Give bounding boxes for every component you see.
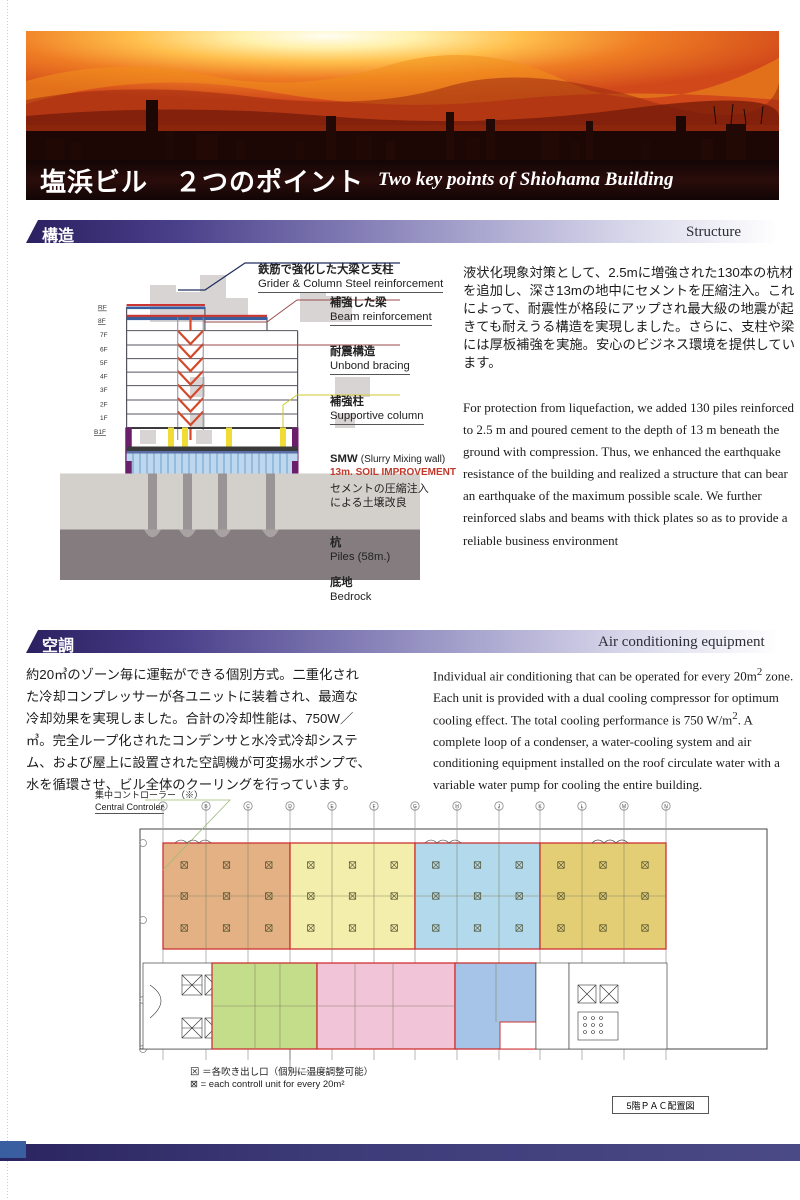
svg-text:C: C [246, 804, 250, 810]
svg-text:B: B [204, 804, 208, 810]
svg-text:7F: 7F [100, 332, 108, 339]
svg-text:M: M [622, 804, 626, 810]
svg-text:2F: 2F [100, 402, 108, 409]
svg-text:N: N [664, 804, 668, 810]
svg-text:3F: 3F [100, 387, 108, 394]
svg-text:B1F: B1F [94, 429, 106, 436]
svg-text:6F: 6F [100, 347, 108, 354]
svg-text:4F: 4F [100, 374, 108, 381]
svg-text:K: K [538, 804, 542, 810]
svg-text:G: G [413, 804, 417, 810]
svg-text:H: H [455, 804, 459, 810]
svg-text:J: J [498, 804, 501, 810]
svg-text:E: E [330, 804, 334, 810]
svg-text:RF: RF [98, 305, 107, 312]
svg-text:L: L [581, 804, 584, 810]
svg-text:5F: 5F [100, 360, 108, 367]
svg-text:F: F [372, 804, 375, 810]
svg-text:8F: 8F [98, 318, 106, 325]
svg-text:D: D [288, 804, 292, 810]
svg-text:1F: 1F [100, 415, 108, 422]
svg-text:A: A [161, 804, 165, 810]
